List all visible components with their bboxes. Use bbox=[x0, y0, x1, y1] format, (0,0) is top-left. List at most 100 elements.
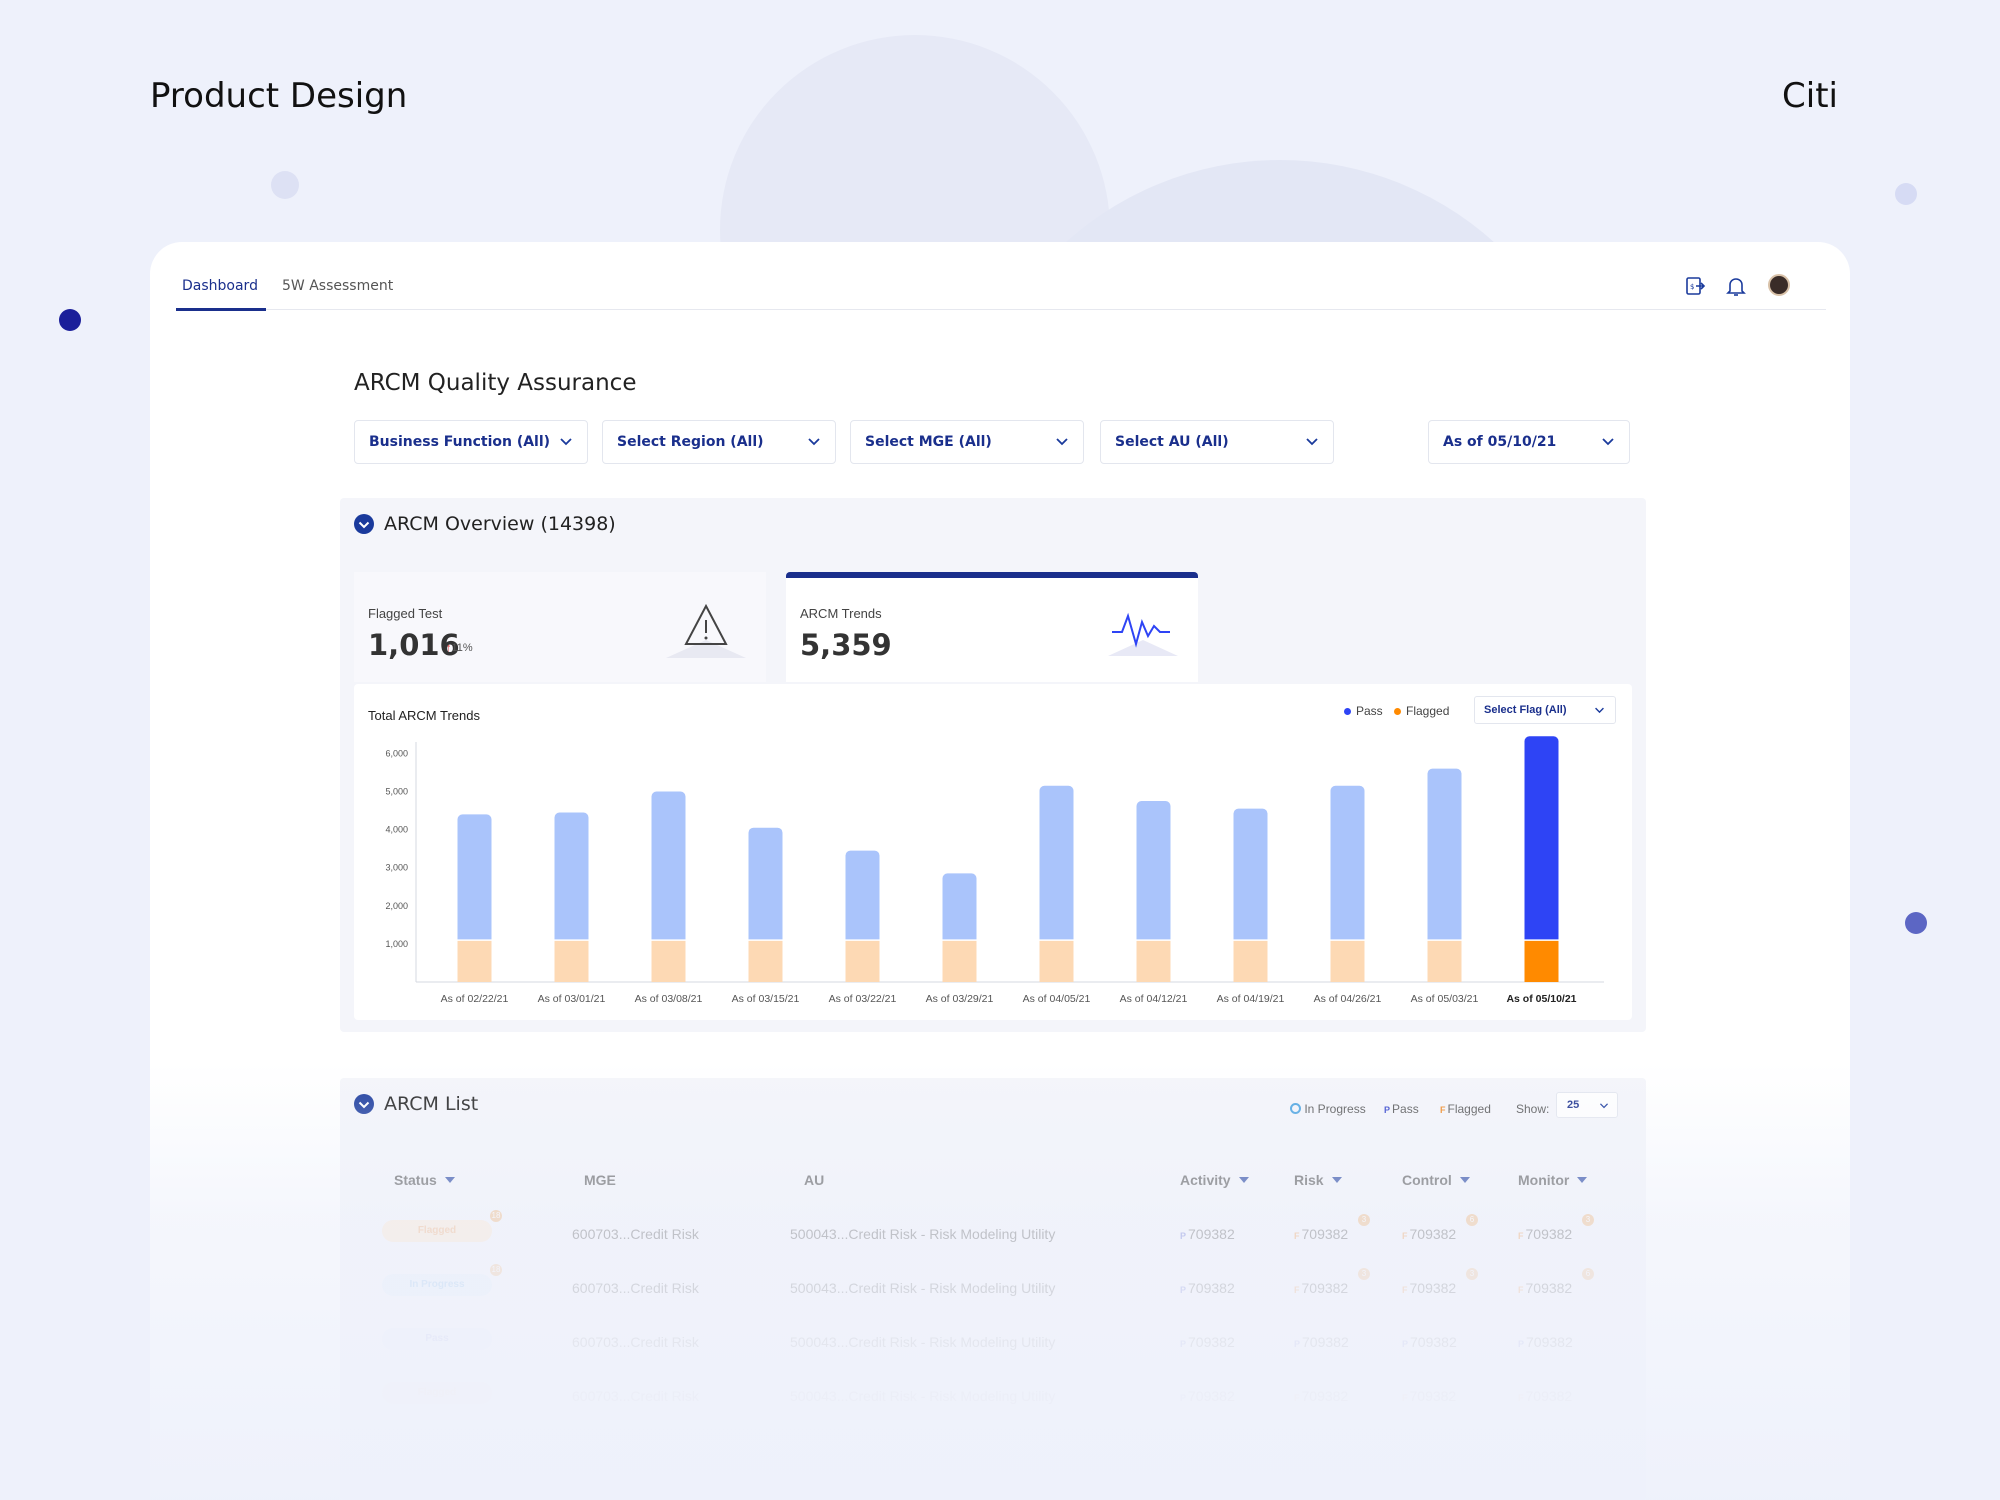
export-icon[interactable]: $ bbox=[1684, 274, 1708, 298]
mge-cell: 600703...Credit Risk bbox=[572, 1334, 699, 1350]
tab-dashboard[interactable]: Dashboard bbox=[176, 278, 266, 311]
bar-pass[interactable] bbox=[651, 791, 686, 947]
mge-cell: 600703...Credit Risk bbox=[572, 1280, 699, 1296]
bar-pass[interactable] bbox=[457, 814, 492, 947]
kpi-flagged-test[interactable]: Flagged Test 1,016 ↑11% bbox=[354, 572, 766, 682]
bar-pass[interactable] bbox=[1330, 785, 1365, 947]
control-cell[interactable]: F 709382 bbox=[1402, 1280, 1456, 1296]
legend-dot bbox=[1394, 707, 1401, 715]
risk-cell[interactable]: F 709382 bbox=[1294, 1280, 1348, 1296]
cell-value: 709382 bbox=[1188, 1334, 1235, 1350]
collapse-check-icon[interactable] bbox=[354, 1094, 374, 1114]
risk-cell[interactable]: P 709382 bbox=[1294, 1334, 1349, 1350]
column-label: Risk bbox=[1294, 1172, 1324, 1188]
date-select[interactable]: As of 05/10/21 bbox=[1428, 420, 1630, 464]
bar-pass[interactable] bbox=[845, 850, 880, 947]
au-cell: 500043...Credit Risk - Risk Modeling Uti… bbox=[790, 1388, 1056, 1404]
x-tick-label: As of 02/22/21 bbox=[441, 993, 509, 1005]
sort-caret-icon bbox=[1238, 1177, 1249, 1183]
bar-pass[interactable] bbox=[1136, 801, 1171, 947]
status-prefix: F bbox=[1294, 1231, 1300, 1241]
status-prefix: F bbox=[1518, 1393, 1524, 1403]
y-tick-label: 3,000 bbox=[385, 863, 408, 873]
mge-select[interactable]: Select MGE (All) bbox=[850, 420, 1084, 464]
column-label: MGE bbox=[584, 1172, 616, 1188]
status-prefix: F bbox=[1402, 1231, 1408, 1241]
bar-flagged[interactable] bbox=[1427, 940, 1462, 982]
monitor-cell[interactable]: P 709382 bbox=[1518, 1334, 1573, 1350]
bar-flagged[interactable] bbox=[651, 940, 686, 982]
status-prefix: F bbox=[1294, 1393, 1300, 1403]
bar-pass[interactable] bbox=[1233, 808, 1268, 947]
bar-pass[interactable] bbox=[1039, 785, 1074, 947]
bar-pass[interactable] bbox=[554, 812, 589, 947]
column-control[interactable]: Control bbox=[1402, 1172, 1470, 1188]
activity-cell[interactable]: P 709382 bbox=[1180, 1388, 1235, 1404]
bar-flagged[interactable] bbox=[457, 940, 492, 982]
risk-cell[interactable]: F 709382 bbox=[1294, 1388, 1348, 1404]
bar-pass[interactable] bbox=[942, 873, 977, 947]
bell-icon[interactable] bbox=[1724, 274, 1748, 298]
activity-cell[interactable]: P 709382 bbox=[1180, 1226, 1235, 1242]
column-risk[interactable]: Risk bbox=[1294, 1172, 1342, 1188]
in-progress-icon bbox=[1290, 1103, 1301, 1114]
control-cell[interactable]: F 709382 bbox=[1402, 1226, 1456, 1242]
activity-cell[interactable]: P 709382 bbox=[1180, 1280, 1235, 1296]
status-prefix: F bbox=[1518, 1285, 1524, 1295]
status-prefix: P bbox=[1518, 1339, 1525, 1349]
au-select[interactable]: Select AU (All) bbox=[1100, 420, 1334, 464]
x-tick-label: As of 03/15/21 bbox=[732, 993, 800, 1005]
page-size-select[interactable]: 25 bbox=[1556, 1092, 1618, 1118]
bar-flagged[interactable] bbox=[748, 940, 783, 982]
bar-flagged[interactable] bbox=[1524, 940, 1559, 982]
column-au: AU bbox=[804, 1172, 824, 1188]
x-tick-label: As of 03/01/21 bbox=[538, 993, 606, 1005]
table-row[interactable]: Pass 600703...Credit Risk 500043...Credit … bbox=[354, 1316, 1632, 1370]
flag-select[interactable]: Select Flag (All) bbox=[1474, 696, 1616, 724]
bar-flagged[interactable] bbox=[1233, 940, 1268, 982]
tab-5w-assessment[interactable]: 5W Assessment bbox=[282, 278, 394, 294]
legend-label: Flagged bbox=[1447, 1102, 1491, 1116]
status-count-badge: 18 bbox=[490, 1210, 502, 1222]
monitor-cell[interactable]: F 709382 bbox=[1518, 1226, 1572, 1242]
table-row[interactable]: In Progress 18 600703...Credit Risk 500043.… bbox=[354, 1262, 1632, 1316]
region-select[interactable]: Select Region (All) bbox=[602, 420, 836, 464]
column-status[interactable]: Status bbox=[394, 1172, 455, 1188]
kpi-arcm-trends[interactable]: ARCM Trends 5,359 bbox=[786, 572, 1198, 682]
monitor-cell[interactable]: F 709382 bbox=[1518, 1280, 1572, 1296]
cell-value: 709382 bbox=[1301, 1280, 1349, 1296]
bar-pass[interactable] bbox=[1524, 736, 1559, 947]
region-label: Select Region (All) bbox=[617, 434, 764, 450]
bar-flagged[interactable] bbox=[554, 940, 589, 982]
risk-cell[interactable]: F 709382 bbox=[1294, 1226, 1348, 1242]
decor-dot bbox=[1895, 183, 1917, 205]
bar-flagged[interactable] bbox=[1039, 940, 1074, 982]
avatar[interactable] bbox=[1768, 274, 1790, 296]
svg-text:$: $ bbox=[1690, 283, 1694, 291]
bar-pass[interactable] bbox=[1427, 768, 1462, 947]
cell-value: 709382 bbox=[1188, 1280, 1235, 1296]
bar-flagged[interactable] bbox=[1136, 940, 1171, 982]
table-row[interactable]: Flagged 18 600703...Credit Risk 500043...Cr… bbox=[354, 1208, 1632, 1262]
au-label: Select AU (All) bbox=[1115, 434, 1229, 450]
legend-label: Pass bbox=[1392, 1102, 1419, 1116]
control-cell[interactable]: F 709382 bbox=[1402, 1388, 1456, 1404]
column-monitor[interactable]: Monitor bbox=[1518, 1172, 1588, 1188]
status-prefix: F bbox=[1402, 1285, 1408, 1295]
activity-cell[interactable]: P 709382 bbox=[1180, 1334, 1235, 1350]
bar-flagged[interactable] bbox=[1330, 940, 1365, 982]
kpi-value: 5,359 bbox=[800, 628, 892, 662]
table-row[interactable]: Flagged 600703...Credit Risk 500043...Cred… bbox=[354, 1370, 1632, 1424]
y-tick-label: 2,000 bbox=[385, 901, 408, 911]
bar-chart: 1,000 2,000 3,000 4,000 5,000 6,000 As of 02/2… bbox=[385, 736, 1604, 1005]
control-cell[interactable]: P 709382 bbox=[1402, 1334, 1457, 1350]
collapse-check-icon[interactable] bbox=[354, 514, 374, 534]
column-activity[interactable]: Activity bbox=[1180, 1172, 1249, 1188]
business-function-select[interactable]: Business Function (All) bbox=[354, 420, 588, 464]
bar-pass[interactable] bbox=[748, 827, 783, 947]
bar-flagged[interactable] bbox=[845, 940, 880, 982]
bar-flagged[interactable] bbox=[942, 940, 977, 982]
app-window: Dashboard 5W Assessment $ ARCM Quality A… bbox=[150, 242, 1850, 1500]
monitor-cell[interactable]: F 709382 bbox=[1518, 1388, 1572, 1404]
sort-caret-icon bbox=[1459, 1177, 1470, 1183]
